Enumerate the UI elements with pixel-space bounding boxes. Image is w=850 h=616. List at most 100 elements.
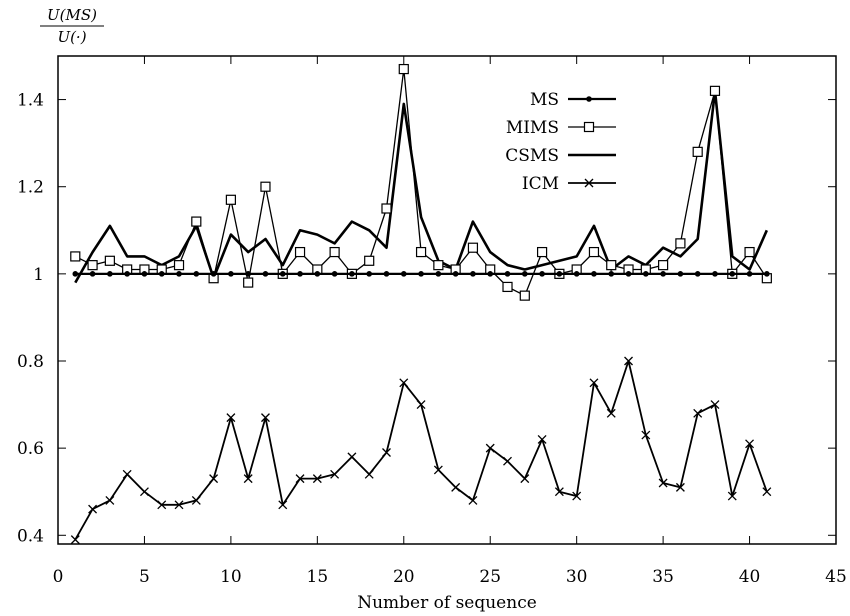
data-point-mims xyxy=(225,194,236,205)
x-tick-label: 30 xyxy=(566,567,588,587)
legend-label-ms: MS xyxy=(530,90,559,110)
cross-stroke xyxy=(261,413,270,423)
data-point-ms xyxy=(245,271,251,277)
y-axis-title-denominator: U(·) xyxy=(57,28,86,46)
legend-label-csms: CSMS xyxy=(505,146,559,166)
data-point-ms xyxy=(297,271,303,277)
data-point-ms xyxy=(643,271,649,277)
data-point-ms xyxy=(435,271,442,277)
data-point-ms xyxy=(608,271,615,277)
data-point-icm xyxy=(468,495,478,505)
data-point-mims xyxy=(606,260,617,271)
legend-item-icm: ICM xyxy=(522,174,616,194)
cross-stroke xyxy=(584,178,594,188)
data-point-icm xyxy=(675,482,685,492)
data-point-ms xyxy=(366,271,373,277)
data-point-mims xyxy=(709,85,721,96)
data-point-ms xyxy=(418,271,424,277)
legend-marker-mims xyxy=(583,121,595,133)
data-point-ms xyxy=(210,271,217,277)
x-tick-label: 40 xyxy=(739,567,761,587)
data-point-icm xyxy=(382,448,391,457)
data-point-icm xyxy=(70,535,80,545)
data-point-icm xyxy=(537,434,547,444)
cross-stroke xyxy=(295,474,305,484)
data-point-icm xyxy=(433,465,443,475)
cross-stroke xyxy=(658,478,668,488)
y-axis-title-numerator: U(MS) xyxy=(47,6,97,24)
data-point-mims xyxy=(692,146,703,157)
cross-stroke xyxy=(209,474,219,484)
legend-marker-icm xyxy=(584,178,594,188)
data-point-icm xyxy=(727,491,737,501)
cross-stroke xyxy=(503,456,512,466)
cross-stroke xyxy=(399,378,409,388)
data-point-mims xyxy=(502,281,513,293)
data-point-icm xyxy=(364,469,374,479)
data-point-icm xyxy=(312,474,322,484)
data-point-mims xyxy=(675,238,686,249)
data-point-ms xyxy=(746,271,753,277)
cross-stroke xyxy=(762,487,772,497)
data-point-ms xyxy=(470,271,476,277)
data-point-ms xyxy=(487,271,494,277)
cross-stroke xyxy=(416,400,426,410)
cross-stroke xyxy=(122,469,132,479)
data-point-mims xyxy=(588,246,600,258)
data-point-mims xyxy=(364,255,375,266)
data-point-icm xyxy=(174,500,184,510)
cross-stroke xyxy=(710,400,720,410)
data-point-icm xyxy=(139,487,149,497)
data-point-ms xyxy=(556,271,563,277)
data-point-icm xyxy=(278,500,288,510)
data-point-ms xyxy=(729,271,736,277)
data-point-ms xyxy=(573,271,580,277)
data-point-ms xyxy=(279,271,286,277)
y-axis-title: U(MS) U(·) xyxy=(40,6,104,46)
data-point-icm xyxy=(710,400,720,410)
data-point-icm xyxy=(191,495,201,505)
cross-stroke xyxy=(572,491,582,501)
legend-item-mims: MIMS xyxy=(506,118,616,138)
cross-stroke xyxy=(312,474,322,484)
cross-stroke xyxy=(157,500,167,510)
data-point-icm xyxy=(209,474,219,484)
data-point-ms xyxy=(591,271,597,277)
data-point-icm xyxy=(295,474,305,484)
x-tick-label: 10 xyxy=(220,567,242,587)
series-mims xyxy=(70,63,772,301)
data-point-icm xyxy=(641,430,651,440)
data-point-mims xyxy=(398,63,409,75)
data-point-mims xyxy=(744,246,755,258)
data-point-icm xyxy=(88,504,98,514)
y-tick-label: 0.4 xyxy=(17,526,44,546)
cross-stroke xyxy=(105,495,115,505)
data-point-icm xyxy=(762,487,772,497)
data-point-icm xyxy=(606,408,616,418)
cross-stroke xyxy=(243,474,253,484)
data-point-icm xyxy=(693,408,703,418)
cross-stroke xyxy=(727,491,737,501)
axis-ticks xyxy=(57,56,837,544)
data-point-icm xyxy=(658,478,668,488)
data-point-mims xyxy=(294,246,306,258)
data-point-icm xyxy=(157,500,167,510)
data-point-ms xyxy=(158,271,165,277)
data-point-mims xyxy=(70,251,81,262)
x-tick-label: 20 xyxy=(393,567,415,587)
cross-stroke xyxy=(606,408,616,418)
axis-tick-labels: 0 5 10 15 20 25 30 35 40 45 0.4 0.6 0.8 1 1.2 1.4 xyxy=(17,91,847,587)
data-point-ms xyxy=(124,271,130,277)
data-point-mims xyxy=(104,255,115,266)
data-point-ms xyxy=(625,271,632,277)
data-point-icm xyxy=(589,378,599,388)
y-tick-label: 1 xyxy=(33,265,44,285)
data-point-icm xyxy=(347,452,357,462)
series-ms xyxy=(72,271,770,277)
cross-stroke xyxy=(139,487,149,497)
data-point-icm xyxy=(572,491,582,501)
data-point-mims xyxy=(658,260,669,271)
data-point-ms xyxy=(176,271,182,277)
data-point-icm xyxy=(330,469,340,479)
